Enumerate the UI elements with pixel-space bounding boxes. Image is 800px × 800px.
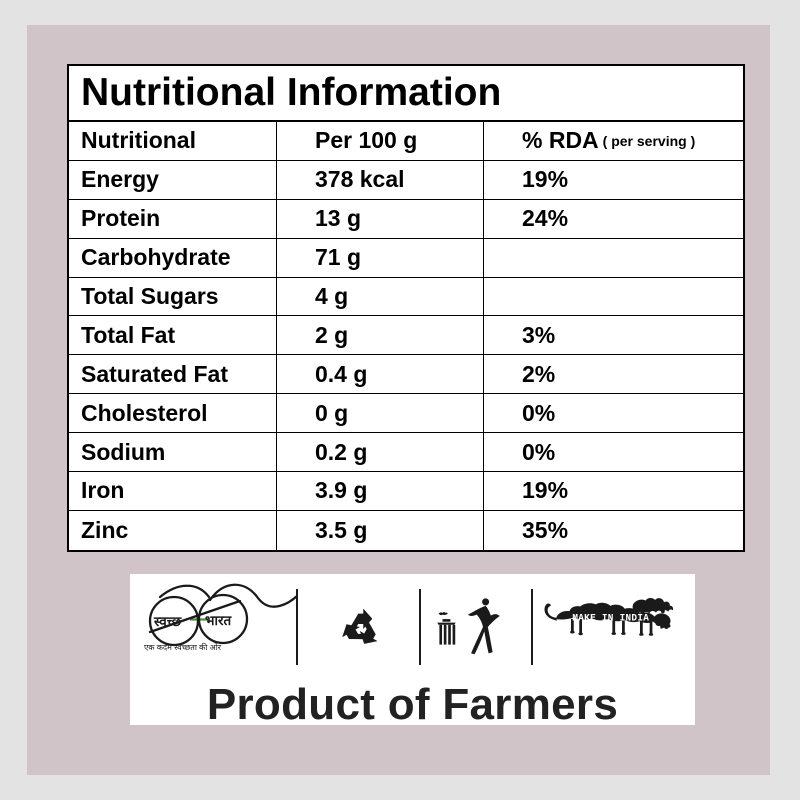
svg-text:MAKE IN INDIA: MAKE IN INDIA [572, 612, 649, 623]
svg-text:एक कदम स्वच्छता की ओर: एक कदम स्वच्छता की ओर [144, 642, 222, 652]
svg-text:स्वच्छ: स्वच्छ [153, 614, 182, 629]
svg-text:भारत: भारत [205, 613, 233, 628]
